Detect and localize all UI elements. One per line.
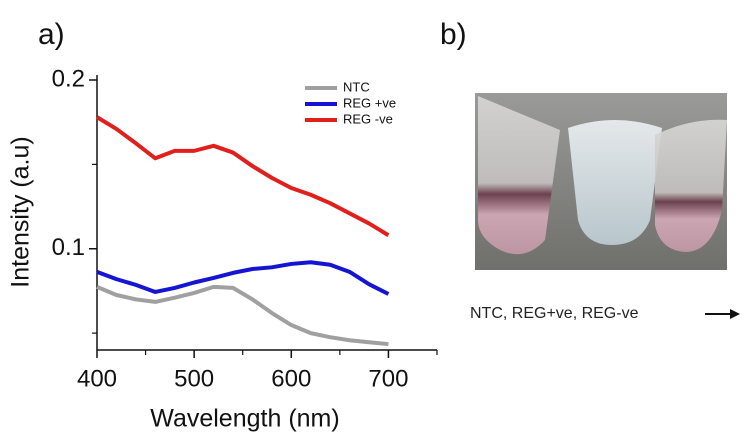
panel-label: b) [440, 18, 467, 51]
tube [478, 96, 560, 255]
x-tick-label: 500 [174, 365, 214, 392]
legend-label: REG +ve [343, 95, 396, 110]
x-axis-label: Wavelength (nm) [150, 405, 339, 433]
line-series [96, 284, 389, 347]
tube [568, 120, 662, 245]
x-tick-label: 700 [368, 365, 408, 392]
photo-caption: NTC, REG+ve, REG-ve [470, 305, 639, 322]
y-tick-label: 0.2 [52, 65, 85, 92]
y-tick-label: 0.1 [52, 234, 85, 261]
line-series [96, 260, 390, 296]
tube [655, 119, 727, 252]
photo [475, 93, 727, 270]
legend-label: REG -ve [343, 111, 393, 126]
line-series [95, 115, 390, 237]
x-tick-label: 600 [271, 365, 311, 392]
x-tick-label: 400 [77, 365, 117, 392]
arrow-head [730, 309, 740, 319]
legend-label: NTC [343, 79, 370, 94]
y-axis-label: Intensity (a.u) [7, 136, 35, 287]
panel-label: a) [38, 18, 65, 51]
